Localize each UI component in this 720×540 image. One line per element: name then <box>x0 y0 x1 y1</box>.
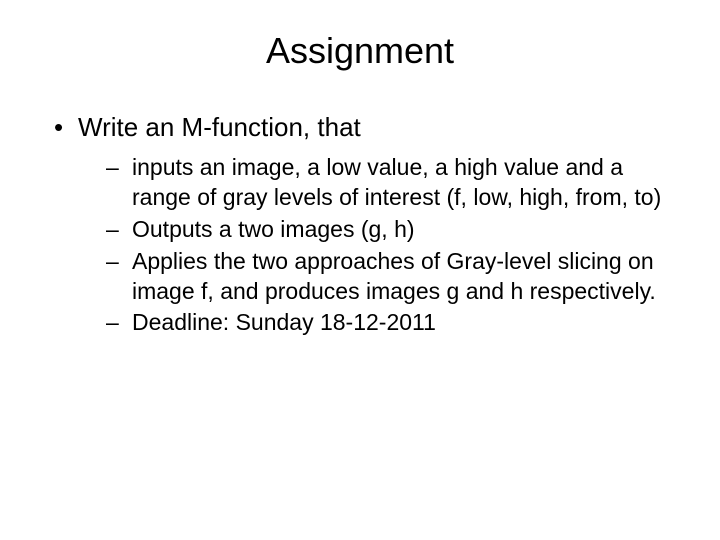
bullet-list-level2: inputs an image, a low value, a high val… <box>78 153 670 338</box>
slide-title: Assignment <box>50 30 670 72</box>
bullet-l1-item: Write an M-function, that inputs an imag… <box>50 112 670 338</box>
bullet-l1-text: Write an M-function, that <box>78 112 361 142</box>
bullet-l2-item: inputs an image, a low value, a high val… <box>106 153 670 213</box>
bullet-l2-item: Outputs a two images (g, h) <box>106 215 670 245</box>
bullet-l2-item: Applies the two approaches of Gray-level… <box>106 247 670 307</box>
bullet-list-level1: Write an M-function, that inputs an imag… <box>50 112 670 338</box>
bullet-l2-item: Deadline: Sunday 18-12-2011 <box>106 308 670 338</box>
